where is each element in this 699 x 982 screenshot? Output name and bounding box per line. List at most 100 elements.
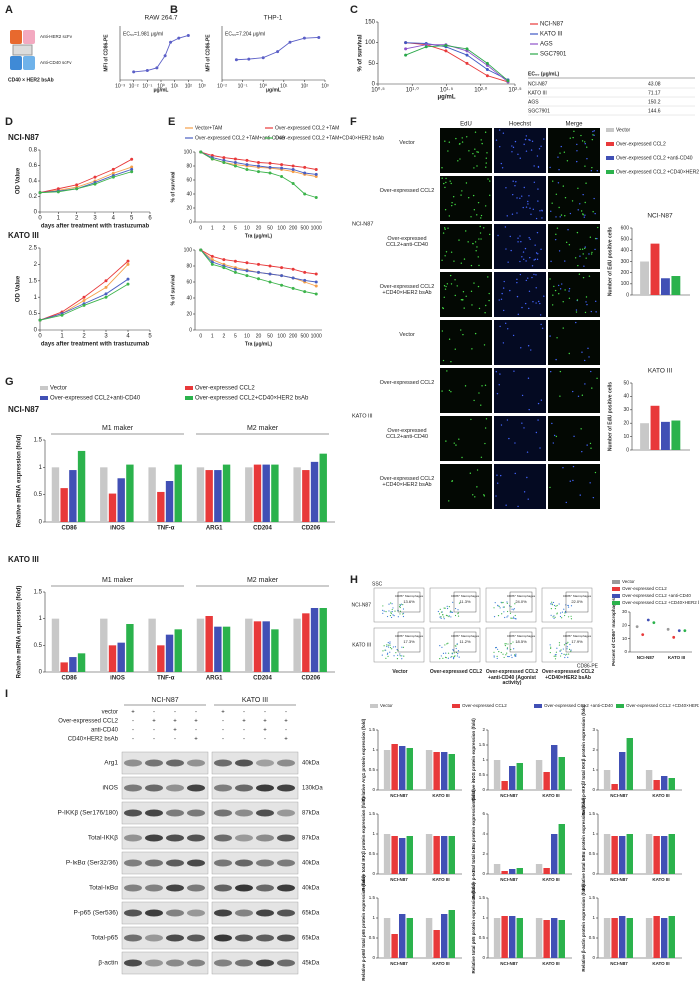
cell-dot — [467, 197, 470, 199]
x-tick-label: 100 — [277, 225, 286, 231]
event-dot — [457, 653, 459, 655]
cell-dot — [591, 387, 593, 389]
cell-dot — [558, 293, 560, 295]
row-label: Over-expressed CCL2+anti-CD40 — [385, 428, 429, 441]
y-tick-label: 1 — [592, 767, 595, 772]
column-label: Over-expressed CCL2 +CD40×HER2 bsAb — [541, 669, 595, 681]
event-dot — [553, 615, 555, 617]
series-line — [39, 283, 129, 321]
row-label: Over-expressed CCL2 +CD40×HER2 bsAb — [379, 476, 435, 489]
cell-dot — [477, 151, 479, 153]
y-tick-label: 1 — [34, 295, 38, 301]
cell-dot — [466, 136, 468, 138]
cell-dot — [528, 290, 531, 292]
y-tick-label: 0 — [624, 649, 627, 654]
table-cell: 144.6 — [648, 108, 661, 114]
cell-dot — [455, 137, 457, 140]
y-tick-label: 20 — [186, 311, 192, 317]
legend-label: Over-expressed CCL2 +TAM — [275, 125, 339, 131]
blot-strip — [211, 826, 299, 850]
cell-dot — [579, 248, 581, 250]
cell-dot — [458, 143, 461, 145]
cell-dot — [444, 288, 447, 290]
cell-dot — [449, 274, 452, 277]
condition-mark: + — [173, 719, 177, 725]
band — [124, 884, 142, 892]
cell-dot — [584, 311, 587, 314]
cell-dot — [531, 276, 533, 279]
y-tick-label: 1.5 — [589, 811, 596, 816]
bar — [117, 642, 125, 672]
bar — [391, 934, 398, 958]
column-label: Over-expressed CCL2 — [429, 669, 483, 675]
x-tick-label: 5 — [234, 333, 237, 339]
x-tick-label: 2 — [82, 334, 86, 340]
cell-dot — [470, 418, 472, 421]
cell-dot — [565, 241, 568, 244]
cell-dot — [590, 310, 593, 313]
cell-dot — [451, 204, 453, 207]
x-tick-label: KATO III — [432, 877, 449, 882]
cell-dot — [445, 177, 447, 180]
y-tick-label: 0 — [626, 447, 629, 453]
bar — [543, 920, 550, 958]
bar — [619, 752, 626, 790]
event-dot — [552, 616, 554, 618]
bar — [611, 784, 618, 790]
cell-dot — [590, 253, 593, 255]
x-tick-label: NCI-N87 — [500, 961, 518, 966]
cell-dot — [530, 349, 532, 351]
blot-strip — [121, 851, 209, 875]
event-dot — [457, 615, 460, 617]
band — [235, 759, 253, 767]
data-point — [506, 79, 510, 83]
cell-dot — [450, 182, 452, 185]
event-dot — [512, 609, 515, 611]
band — [277, 884, 295, 892]
x-tick-label: 1 — [57, 216, 61, 222]
bar — [100, 467, 108, 522]
micrograph — [548, 464, 600, 509]
event-dot — [395, 652, 397, 654]
x-tick-label: iNOS — [110, 526, 125, 532]
event-dot — [393, 615, 395, 617]
cell-dot — [485, 418, 488, 420]
cell-dot — [457, 160, 459, 162]
event-dot — [506, 616, 508, 618]
bar — [448, 836, 455, 874]
event-dot — [394, 646, 397, 648]
band — [277, 959, 295, 967]
y-tick-label: 1 — [372, 747, 375, 752]
event-dot — [563, 614, 566, 617]
y-axis-label: Relative iNOS protein expression (fold) — [471, 718, 476, 802]
y-tick-label: 40 — [186, 295, 192, 301]
column-header: Hoechst — [509, 122, 531, 128]
cell-dot — [470, 216, 472, 218]
event-dot — [385, 649, 387, 651]
data-point — [314, 280, 318, 284]
bar — [668, 778, 675, 790]
legend-label: Vector+TAM — [195, 125, 222, 131]
cell-dot — [581, 351, 583, 353]
event-dot — [382, 605, 384, 607]
diagram-label: CD40 × HER2 bsAb — [8, 77, 54, 83]
cell-dot — [496, 474, 498, 476]
data-point — [683, 629, 687, 633]
condition-label: CD40×HER2 bsAb — [68, 737, 119, 743]
event-dot — [448, 615, 450, 618]
cell-dot — [530, 213, 532, 215]
bar — [399, 746, 406, 790]
cell-dot — [484, 312, 486, 314]
event-dot — [403, 655, 405, 657]
event-dot — [556, 647, 558, 649]
data-point — [233, 161, 237, 164]
y-tick-label: 1 — [592, 831, 595, 836]
cell-dot — [507, 261, 509, 263]
row-label: Over-expressed CCL2 — [379, 380, 435, 386]
y-tick-label: 1.5 — [589, 895, 596, 900]
cell-dot — [517, 237, 519, 239]
cell-dot — [508, 437, 510, 440]
bar — [406, 748, 413, 790]
cell-dot — [590, 170, 593, 172]
cell-dot — [504, 226, 507, 228]
